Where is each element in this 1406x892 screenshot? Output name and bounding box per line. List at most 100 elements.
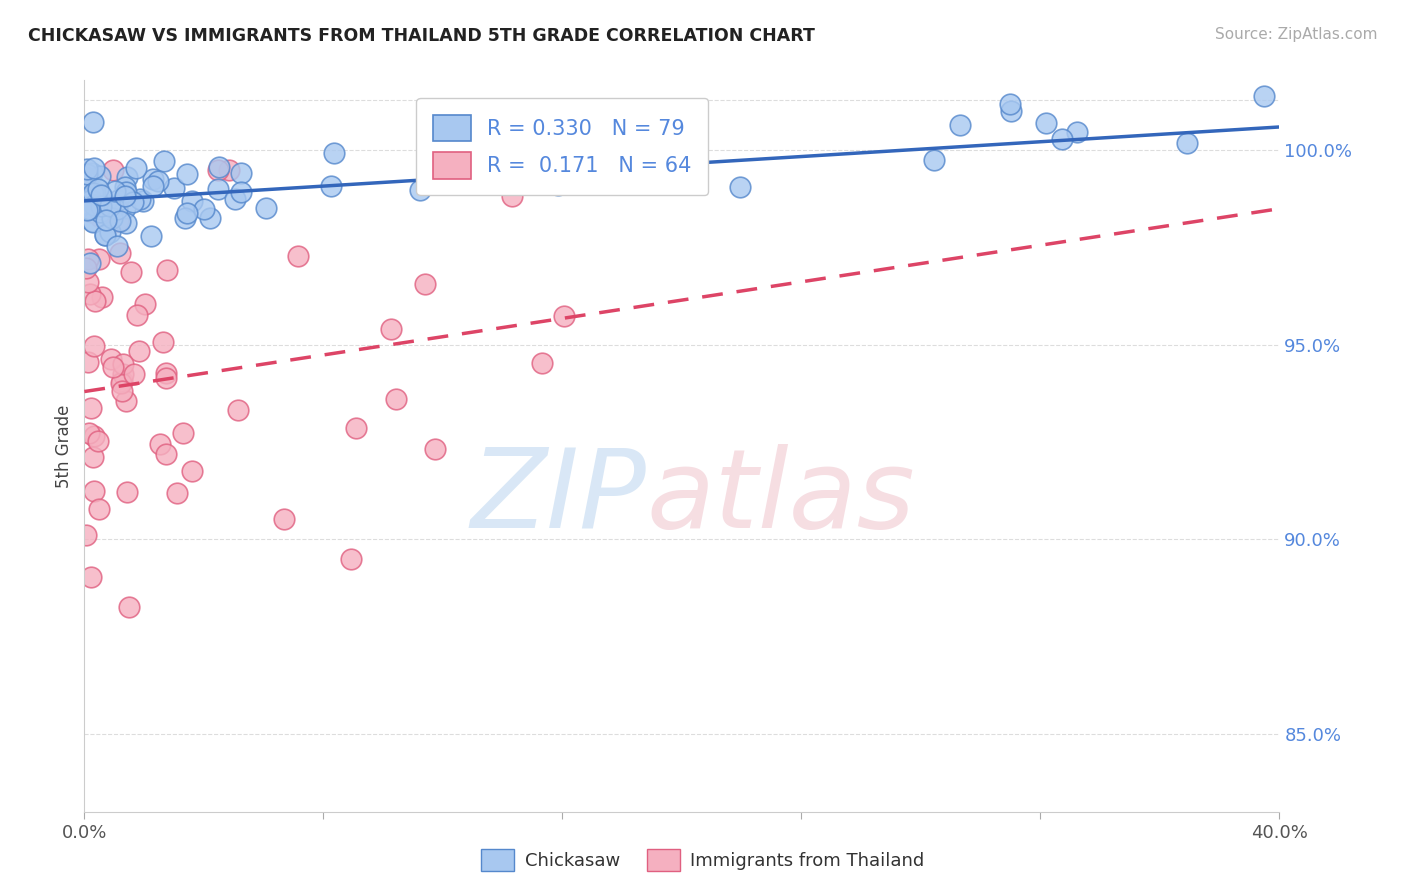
Point xyxy=(83,428,105,442)
Point xyxy=(105,202,128,216)
Point xyxy=(596,162,619,177)
Point xyxy=(1000,103,1022,118)
Point xyxy=(224,192,246,206)
Point xyxy=(115,393,138,408)
Point xyxy=(76,276,98,290)
Point xyxy=(89,205,111,219)
Point xyxy=(218,162,240,177)
Point xyxy=(77,426,100,441)
Point xyxy=(115,170,138,185)
Point xyxy=(110,374,132,388)
Point xyxy=(98,226,121,240)
Point xyxy=(122,194,145,209)
Point xyxy=(273,512,295,526)
Point xyxy=(149,437,172,451)
Point xyxy=(132,194,155,209)
Text: CHICKASAW VS IMMIGRANTS FROM THAILAND 5TH GRADE CORRELATION CHART: CHICKASAW VS IMMIGRANTS FROM THAILAND 5T… xyxy=(28,27,815,45)
Point xyxy=(501,188,523,202)
Point xyxy=(427,162,450,177)
Point xyxy=(94,213,117,227)
Point xyxy=(181,194,204,208)
Point xyxy=(319,178,342,193)
Point xyxy=(84,294,107,309)
Point xyxy=(180,464,202,478)
Point xyxy=(75,261,97,276)
Point xyxy=(76,252,98,267)
Point xyxy=(128,192,150,206)
Point xyxy=(547,178,569,192)
Point xyxy=(90,290,112,304)
Point xyxy=(530,356,553,370)
Point xyxy=(322,145,344,160)
Point xyxy=(104,184,127,198)
Point xyxy=(77,355,100,369)
Point xyxy=(107,193,129,207)
Point xyxy=(101,359,124,374)
Point xyxy=(112,357,135,371)
Point xyxy=(509,167,531,181)
Point xyxy=(207,162,229,177)
Point xyxy=(79,570,101,584)
Point xyxy=(100,211,122,225)
Point xyxy=(1035,116,1057,130)
Point xyxy=(176,167,198,181)
Point xyxy=(110,246,132,260)
Point xyxy=(176,206,198,220)
Point xyxy=(82,186,104,200)
Point xyxy=(419,154,441,169)
Point xyxy=(155,447,177,461)
Point xyxy=(166,485,188,500)
Point xyxy=(80,214,103,228)
Point xyxy=(80,193,103,207)
Point xyxy=(80,401,103,415)
Point xyxy=(80,166,103,180)
Point xyxy=(82,450,104,464)
Point xyxy=(208,160,231,174)
Point xyxy=(998,96,1021,111)
Point xyxy=(128,344,150,359)
Point xyxy=(463,162,485,177)
Point xyxy=(115,186,138,200)
Point xyxy=(79,255,101,269)
Point xyxy=(380,321,402,335)
Point xyxy=(83,198,105,212)
Point xyxy=(82,215,104,229)
Point xyxy=(125,161,148,175)
Point xyxy=(155,371,177,385)
Text: atlas: atlas xyxy=(647,443,915,550)
Point xyxy=(75,528,97,542)
Point xyxy=(100,351,122,366)
Point xyxy=(94,227,117,242)
Point xyxy=(553,309,575,323)
Point xyxy=(105,239,128,253)
Point xyxy=(134,297,156,311)
Point xyxy=(229,185,252,199)
Point xyxy=(1253,88,1275,103)
Point xyxy=(512,167,534,181)
Point xyxy=(98,199,121,213)
Point xyxy=(108,213,131,227)
Point xyxy=(1050,131,1073,145)
Point xyxy=(76,171,98,186)
Point xyxy=(142,178,165,193)
Point xyxy=(83,161,105,175)
Point xyxy=(254,201,277,215)
Legend: Chickasaw, Immigrants from Thailand: Chickasaw, Immigrants from Thailand xyxy=(474,842,932,879)
Point xyxy=(90,202,112,217)
Point xyxy=(152,334,174,349)
Point xyxy=(89,501,111,516)
Point xyxy=(118,600,141,615)
Point xyxy=(114,201,136,215)
Point xyxy=(90,199,112,213)
Point xyxy=(207,181,229,195)
Point xyxy=(231,166,253,180)
Point xyxy=(198,211,221,226)
Point xyxy=(87,182,110,196)
Point xyxy=(922,153,945,167)
Point xyxy=(122,367,145,381)
Legend: R = 0.330   N = 79, R =  0.171   N = 64: R = 0.330 N = 79, R = 0.171 N = 64 xyxy=(416,98,709,195)
Point xyxy=(728,180,751,194)
Point xyxy=(79,287,101,301)
Point xyxy=(156,263,179,277)
Point xyxy=(142,172,165,186)
